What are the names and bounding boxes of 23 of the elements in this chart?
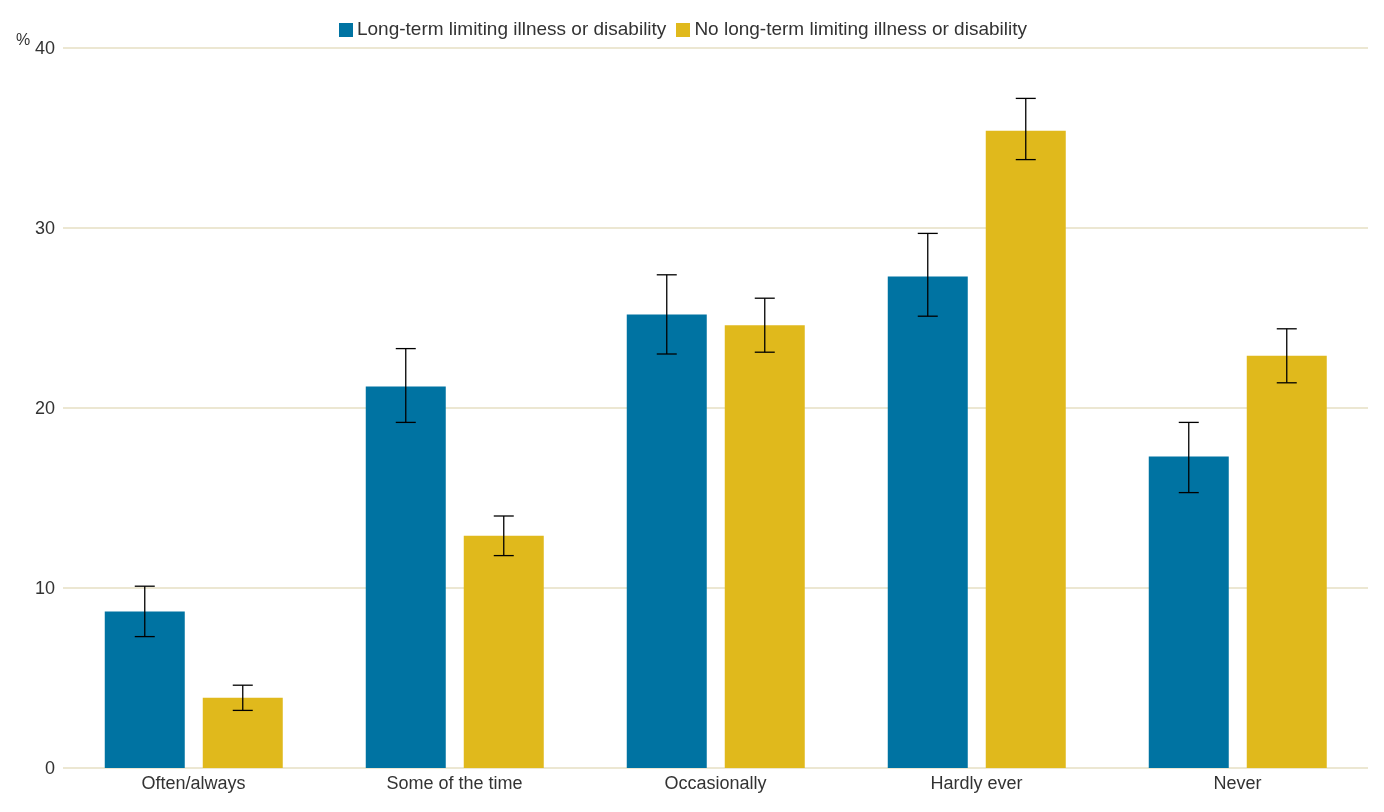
x-tick-label: Occasionally (664, 772, 767, 793)
y-tick-label: 30 (34, 218, 55, 239)
x-tick-label: Some of the time (386, 772, 523, 793)
bar (1246, 355, 1327, 768)
x-tick-label: Hardly ever (930, 772, 1023, 793)
bar (1148, 456, 1229, 768)
bar (626, 314, 707, 768)
y-tick-label: 0 (44, 758, 55, 779)
x-tick-label: Never (1213, 772, 1262, 793)
y-tick-label: 10 (34, 578, 55, 599)
bar (202, 697, 283, 768)
bar (104, 611, 185, 768)
x-tick-label: Often/always (141, 772, 246, 793)
y-tick-label: 20 (34, 398, 55, 419)
bar (985, 130, 1066, 768)
legend-label: No long-term limiting illness or disability (694, 18, 1027, 39)
y-axis-title: % (16, 31, 31, 49)
bar (724, 325, 805, 768)
legend-label: Long-term limiting illness or disability (356, 18, 667, 39)
bar (463, 535, 544, 768)
bar (887, 276, 968, 768)
bar (365, 386, 446, 768)
y-tick-label: 40 (34, 38, 55, 59)
